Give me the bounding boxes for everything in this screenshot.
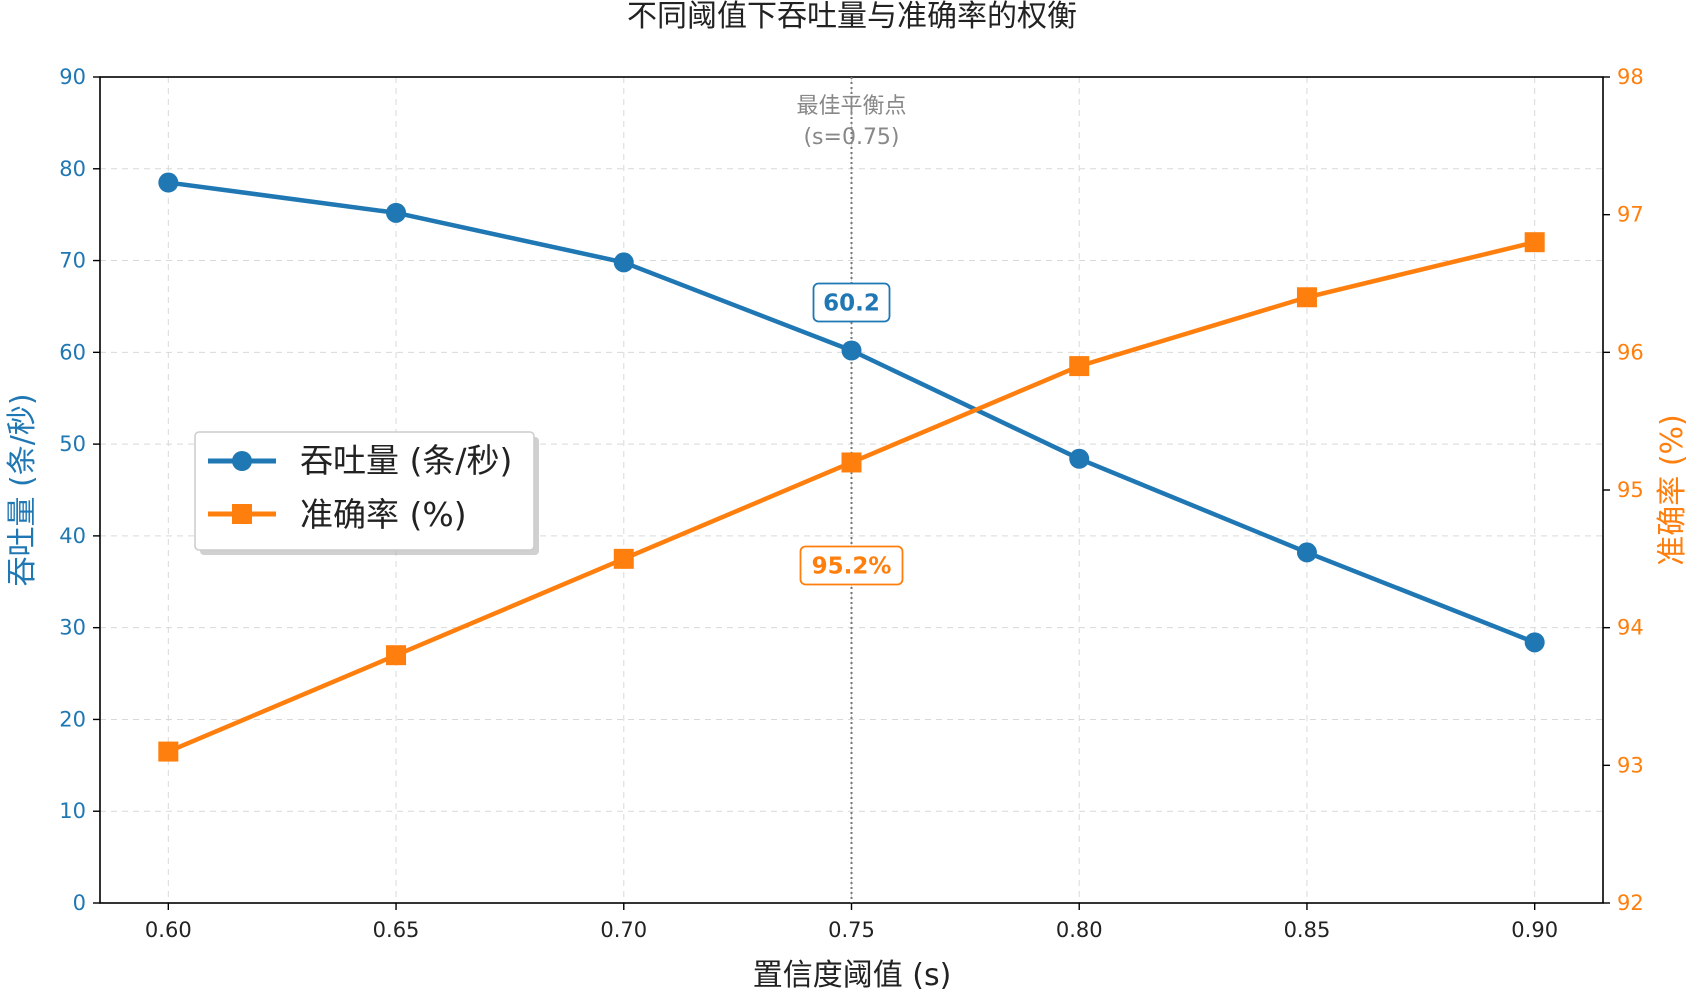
y-left-tick-label: 70 xyxy=(59,249,86,273)
accuracy-point xyxy=(1296,287,1317,308)
best-point-label: 最佳平衡点 xyxy=(796,94,906,119)
x-tick-label: 0.70 xyxy=(600,918,647,942)
y-right-tick-label: 93 xyxy=(1617,753,1644,777)
best-point-value: (s=0.75) xyxy=(803,125,899,150)
accuracy-point xyxy=(841,452,862,473)
accuracy-data-label: 95.2% xyxy=(812,553,892,579)
y-axis-right: 92 93 94 95 96 97 98 xyxy=(1603,65,1644,915)
x-tick-label: 0.65 xyxy=(373,918,420,942)
y-left-tick-label: 0 xyxy=(73,891,86,915)
x-tick-label: 0.75 xyxy=(828,918,875,942)
y-left-tick-label: 40 xyxy=(59,524,86,548)
y-left-tick-label: 20 xyxy=(59,707,86,731)
x-tick-label: 0.90 xyxy=(1511,918,1558,942)
y-left-tick-label: 90 xyxy=(59,65,86,89)
throughput-point xyxy=(613,252,634,273)
y-right-tick-label: 96 xyxy=(1617,340,1644,364)
y-right-tick-label: 97 xyxy=(1617,203,1644,227)
y-right-tick-label: 92 xyxy=(1617,891,1644,915)
y-right-tick-label: 95 xyxy=(1617,478,1644,502)
accuracy-point xyxy=(158,741,179,762)
x-axis-label: 置信度阈值 (s) xyxy=(753,958,952,993)
throughput-data-label-box xyxy=(812,282,891,323)
y-left-tick-label: 30 xyxy=(59,616,86,640)
accuracy-point xyxy=(1524,232,1545,253)
throughput-point xyxy=(1524,632,1545,653)
throughput-point xyxy=(386,202,407,223)
series-group xyxy=(158,172,1545,762)
y-left-axis-label: 吞吐量 (条/秒) xyxy=(5,393,40,586)
legend-box xyxy=(194,431,535,551)
x-tick-label: 0.85 xyxy=(1284,918,1331,942)
y-axis-left: 0 10 20 30 40 50 60 70 80 90 xyxy=(59,65,100,915)
throughput-point xyxy=(1069,448,1090,469)
chart-title: 不同阈值下吞吐量与准确率的权衡 xyxy=(627,0,1077,34)
accuracy-point xyxy=(1069,356,1090,377)
throughput-point xyxy=(841,340,862,361)
legend-throughput-marker xyxy=(232,451,252,471)
y-right-tick-label: 94 xyxy=(1617,616,1644,640)
accuracy-point xyxy=(386,645,407,666)
best-point-reference: 最佳平衡点 (s=0.75) xyxy=(796,77,907,903)
throughput-point xyxy=(1296,542,1317,563)
x-tick-label: 0.60 xyxy=(145,918,192,942)
accuracy-point xyxy=(613,548,634,569)
y-left-tick-label: 50 xyxy=(59,432,86,456)
x-tick-label: 0.80 xyxy=(1056,918,1103,942)
legend-accuracy-marker xyxy=(232,504,252,524)
y-left-tick-label: 80 xyxy=(59,157,86,181)
legend-accuracy-label: 准确率 (%) xyxy=(300,495,467,534)
y-left-tick-label: 60 xyxy=(59,340,86,364)
legend-throughput-label: 吞吐量 (条/秒) xyxy=(300,441,512,480)
data-labels: 60.2 95.2% xyxy=(799,282,904,586)
accuracy-data-label-box xyxy=(799,545,904,586)
legend: 吞吐量 (条/秒) 准确率 (%) xyxy=(194,431,539,555)
throughput-point xyxy=(158,172,179,193)
y-right-axis-label: 准确率 (%) xyxy=(1655,414,1690,565)
y-right-tick-label: 98 xyxy=(1617,65,1644,89)
x-axis: 0.60 0.65 0.70 0.75 0.80 0.85 0.90 xyxy=(145,903,1558,942)
y-left-tick-label: 10 xyxy=(59,799,86,823)
throughput-data-label: 60.2 xyxy=(823,290,880,316)
